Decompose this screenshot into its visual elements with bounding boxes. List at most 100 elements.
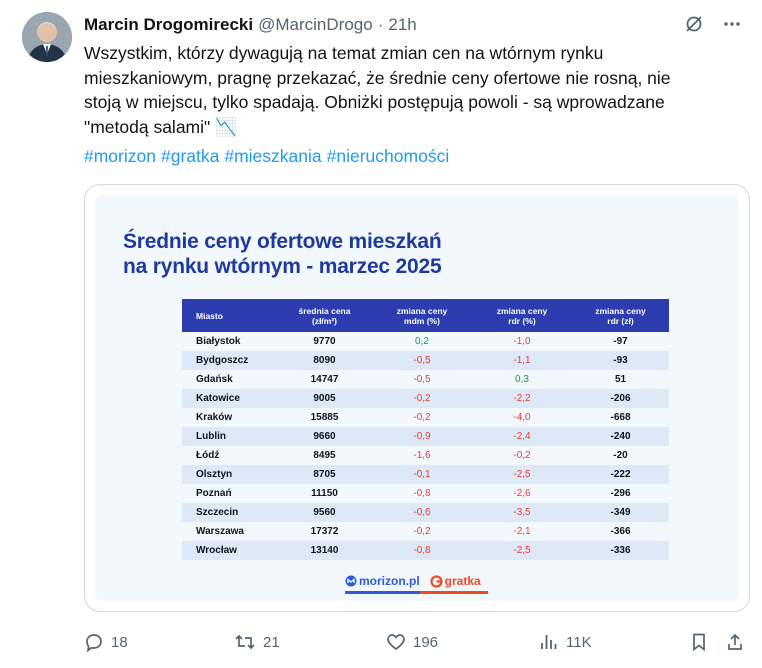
title-line: na rynku wtórnym - marzec 2025 [123,255,442,278]
mdm-change-cell: -0,2 [413,412,431,423]
rdr-pct-change-cell: -2,1 [513,526,531,537]
morizon-logo-text: morizon.pl [359,574,420,588]
rdr-pct-change-cell: -4,0 [513,412,531,423]
tweet-time[interactable]: 21h [388,15,417,34]
city-cell: Wrocław [196,545,237,556]
mdm-change-cell: -0,9 [413,431,431,442]
author-name[interactable]: Marcin Drogomirecki [84,15,254,34]
city-cell: Poznań [196,488,232,499]
price-cell: 9660 [313,431,336,442]
tweet-text-line: stoją w miejscu, tylko spadają. Obniżki … [84,92,665,112]
price-cell: 13140 [310,545,339,556]
price-table: Miasto średnia cena (zł/m²) zmiana ceny md… [182,299,669,560]
price-cell: 9005 [313,393,336,404]
like-button[interactable]: 196 [386,630,438,654]
rdr-pct-change-cell: -0,2 [513,450,531,461]
separator-dot: · [377,15,384,34]
rdr-zl-change-cell: -20 [613,450,628,461]
repost-count: 21 [263,633,280,651]
price-cell: 9770 [313,336,336,347]
author-handle[interactable]: @MarcinDrogo [258,15,373,34]
hashtag-link[interactable]: #morizon [84,146,156,166]
header-rdr-pct-line: zmiana ceny [496,305,548,316]
city-cell: Gdańsk [196,374,233,385]
bookmark-icon [693,633,705,652]
tweet-header: Marcin Drogomirecki @MarcinDrogo · 21h [84,14,742,36]
repost-button[interactable]: 21 [234,630,280,654]
rdr-zl-change-cell: -93 [613,355,628,366]
header-mdm-unit: mdm (%) [404,315,440,326]
morizon-mark-icon [345,575,357,587]
rdr-zl-change-cell: -366 [610,526,631,537]
grok-icon[interactable] [684,14,704,34]
header-rdr-zl-unit: rdr (zł) [607,315,634,326]
table-body: Białystok 9770 0,2 -1,0 -97 Bydgoszcz 8090 -0,5… [182,332,669,560]
gratka-mark-icon [430,574,443,588]
city-cell: Warszawa [196,526,244,537]
like-icon [387,634,405,651]
header-price-unit: (zł/m²) [311,315,338,326]
table-row: Kraków 15885 -0,2 -4,0 -668 [182,408,669,427]
table-row: Warszawa 17372 -0,2 -2,1 -366 [182,522,669,541]
price-cell: 14747 [310,374,339,385]
share-icon [728,633,742,650]
table-row: Łódź 8495 -1,6 -0,2 -20 [182,446,669,465]
header-rdr-pct-unit: rdr (%) [508,315,536,326]
hashtag-link[interactable]: #gratka [160,146,220,166]
header-city: Miasto [196,310,223,321]
price-cell: 15885 [310,412,339,423]
table-row: Olsztyn 8705 -0,1 -2,5 -222 [182,465,669,484]
reply-count: 18 [111,633,128,651]
header-rdr-pct: zmiana ceny rdr (%) [472,306,572,326]
city-cell: Białystok [196,336,241,347]
table-row: Lublin 9660 -0,9 -2,4 -240 [182,427,669,446]
infographic: Średnie ceny ofertowe mieszkań na rynku … [95,195,739,601]
price-cell: 8495 [313,450,336,461]
mdm-change-cell: 0,2 [415,336,429,347]
price-cell: 8705 [313,469,336,480]
rdr-pct-change-cell: -1,1 [513,355,531,366]
rdr-zl-change-cell: -240 [610,431,631,442]
rdr-pct-change-cell: -3,5 [513,507,531,518]
avatar[interactable] [22,12,72,62]
mdm-change-cell: -0,6 [413,507,431,518]
mdm-change-cell: -0,1 [413,469,431,480]
rdr-zl-change-cell: -296 [610,488,631,499]
rdr-pct-change-cell: -1,0 [513,336,531,347]
rdr-pct-change-cell: -2,5 [513,545,531,556]
more-icon[interactable] [722,14,742,34]
views-button[interactable]: 11K [539,630,592,654]
rdr-pct-change-cell: -2,2 [513,393,531,404]
rdr-pct-change-cell: -2,5 [513,469,531,480]
gratka-logo-text: gratka [444,574,481,588]
tweet-text: Wszystkim, którzy dywagują na temat zmia… [84,41,734,139]
hashtag-link[interactable]: #mieszkania [224,146,322,166]
hashtags: #morizon #gratka #mieszkania #nieruchomości [84,144,454,168]
rdr-pct-change-cell: -2,6 [513,488,531,499]
tweet-text-line: Wszystkim, którzy dywagują na temat zmia… [84,43,604,63]
mdm-change-cell: -1,6 [413,450,431,461]
tweet-text-line: "metodą salami" 📉 [84,116,237,137]
header-mdm-line: zmiana ceny [396,305,448,316]
logos: morizon.pl gratka [345,574,481,588]
reply-button[interactable]: 18 [84,630,128,654]
share-button[interactable] [726,630,744,654]
header-rdr-zl-line: zmiana ceny [595,305,646,316]
rdr-zl-change-cell: -349 [610,507,631,518]
table-header: Miasto średnia cena (zł/m²) zmiana ceny md… [182,299,669,332]
action-bar: 18 21 196 11K [84,630,744,654]
table-row: Poznań 11150 -0,8 -2,6 -296 [182,484,669,503]
header-price-line: średnia cena [298,305,351,316]
header-rdr-zl: zmiana ceny rdr (zł) [572,306,669,326]
gratka-logo: gratka [430,574,481,588]
hashtag-link[interactable]: #nieruchomości [326,146,450,166]
like-count: 196 [413,633,439,651]
city-cell: Olsztyn [196,469,233,480]
bookmark-button[interactable] [690,630,708,654]
table-row: Białystok 9770 0,2 -1,0 -97 [182,332,669,351]
price-cell: 17372 [310,526,339,537]
rdr-zl-change-cell: -668 [610,412,631,423]
media-card[interactable]: Średnie ceny ofertowe mieszkań na rynku … [84,184,750,612]
price-cell: 9560 [313,507,336,518]
mdm-change-cell: -0,8 [413,545,431,556]
